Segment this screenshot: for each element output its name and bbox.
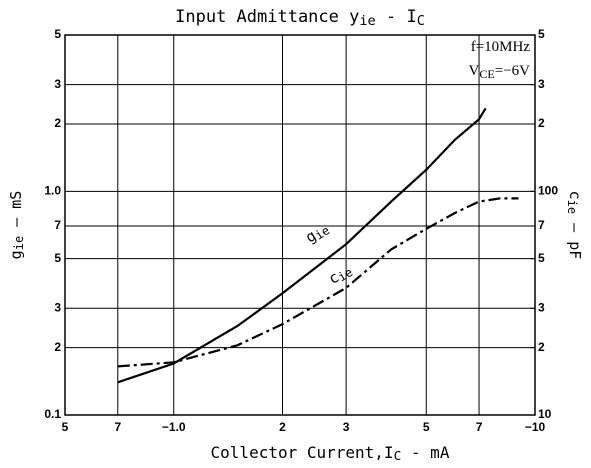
y-tick-label: 2 (54, 340, 61, 354)
y2-tick-label: 3 (538, 300, 545, 314)
y2-axis-label-part: ie (565, 200, 579, 214)
chart-title-part: C (417, 13, 425, 29)
annotation: f=10MHz (471, 39, 531, 55)
y2-axis-label: cie — pF (565, 191, 585, 260)
y2-axis-label-part: c (567, 191, 585, 200)
annotation-part: CE (479, 67, 494, 81)
series-label-part: ie (313, 223, 333, 243)
y-tick-label: 7 (54, 218, 61, 232)
y-axis-label-part: g (7, 250, 25, 259)
y-tick-label: 2 (54, 116, 61, 130)
annotation: VCE=−6V (469, 63, 531, 81)
y2-tick-label: 5 (538, 251, 545, 265)
y-tick-label: 3 (54, 77, 61, 91)
y2-tick-label: 7 (538, 218, 545, 232)
chart-title: Input Admittance yie - IC (175, 7, 425, 29)
series-label-part: ie (336, 265, 356, 284)
y2-tick-label: 3 (538, 77, 545, 91)
y-axis-label: gie — mS (7, 191, 27, 260)
chart-title-part: Input Admittance y (175, 7, 359, 27)
x-tick-label: 5 (62, 420, 69, 434)
x-axis-label: Collector Current,IC - mA (211, 443, 450, 465)
data-line (117, 107, 487, 384)
x-tick-label: 5 (423, 420, 430, 434)
y2-tick-label: 5 (538, 27, 545, 41)
x-axis-label-part: C (394, 449, 402, 464)
x-tick-label: 2 (279, 420, 286, 434)
annotation-part: =−6V (495, 63, 530, 79)
y-axis-label-part: — mS (7, 191, 25, 236)
y2-axis-label-part: — pF (567, 214, 585, 259)
y2-tick-label: 2 (538, 340, 545, 354)
plot-frame (64, 34, 536, 416)
data-line (117, 197, 519, 368)
chart-title-part: ie (359, 13, 375, 29)
y2-tick-label: 2 (538, 116, 545, 130)
x-axis-label-part: - mA (401, 443, 450, 462)
y-tick-label: 0.1 (44, 407, 61, 421)
x-tick-label: 7 (114, 420, 121, 434)
x-tick-label: 7 (476, 420, 483, 434)
x-tick-label: 3 (343, 420, 350, 434)
annotation-part: f=10MHz (471, 39, 531, 55)
y-tick-label: 3 (54, 300, 61, 314)
x-tick-label: −10 (525, 420, 546, 434)
chart-title-part: - I (376, 7, 417, 27)
y-axis-label-part: ie (12, 236, 26, 250)
y2-tick-label: 100 (538, 184, 558, 198)
y-tick-label: 5 (54, 251, 61, 265)
y-tick-label: 1.0 (44, 184, 61, 198)
y2-tick-label: 10 (538, 407, 552, 421)
series-label: gie (302, 218, 332, 247)
series-label: cie (325, 260, 355, 289)
y-tick-label: 5 (54, 27, 61, 41)
x-axis-label-part: Collector Current,I (211, 443, 394, 462)
x-tick-label: −1.0 (162, 420, 186, 434)
annotation-part: V (469, 63, 480, 79)
